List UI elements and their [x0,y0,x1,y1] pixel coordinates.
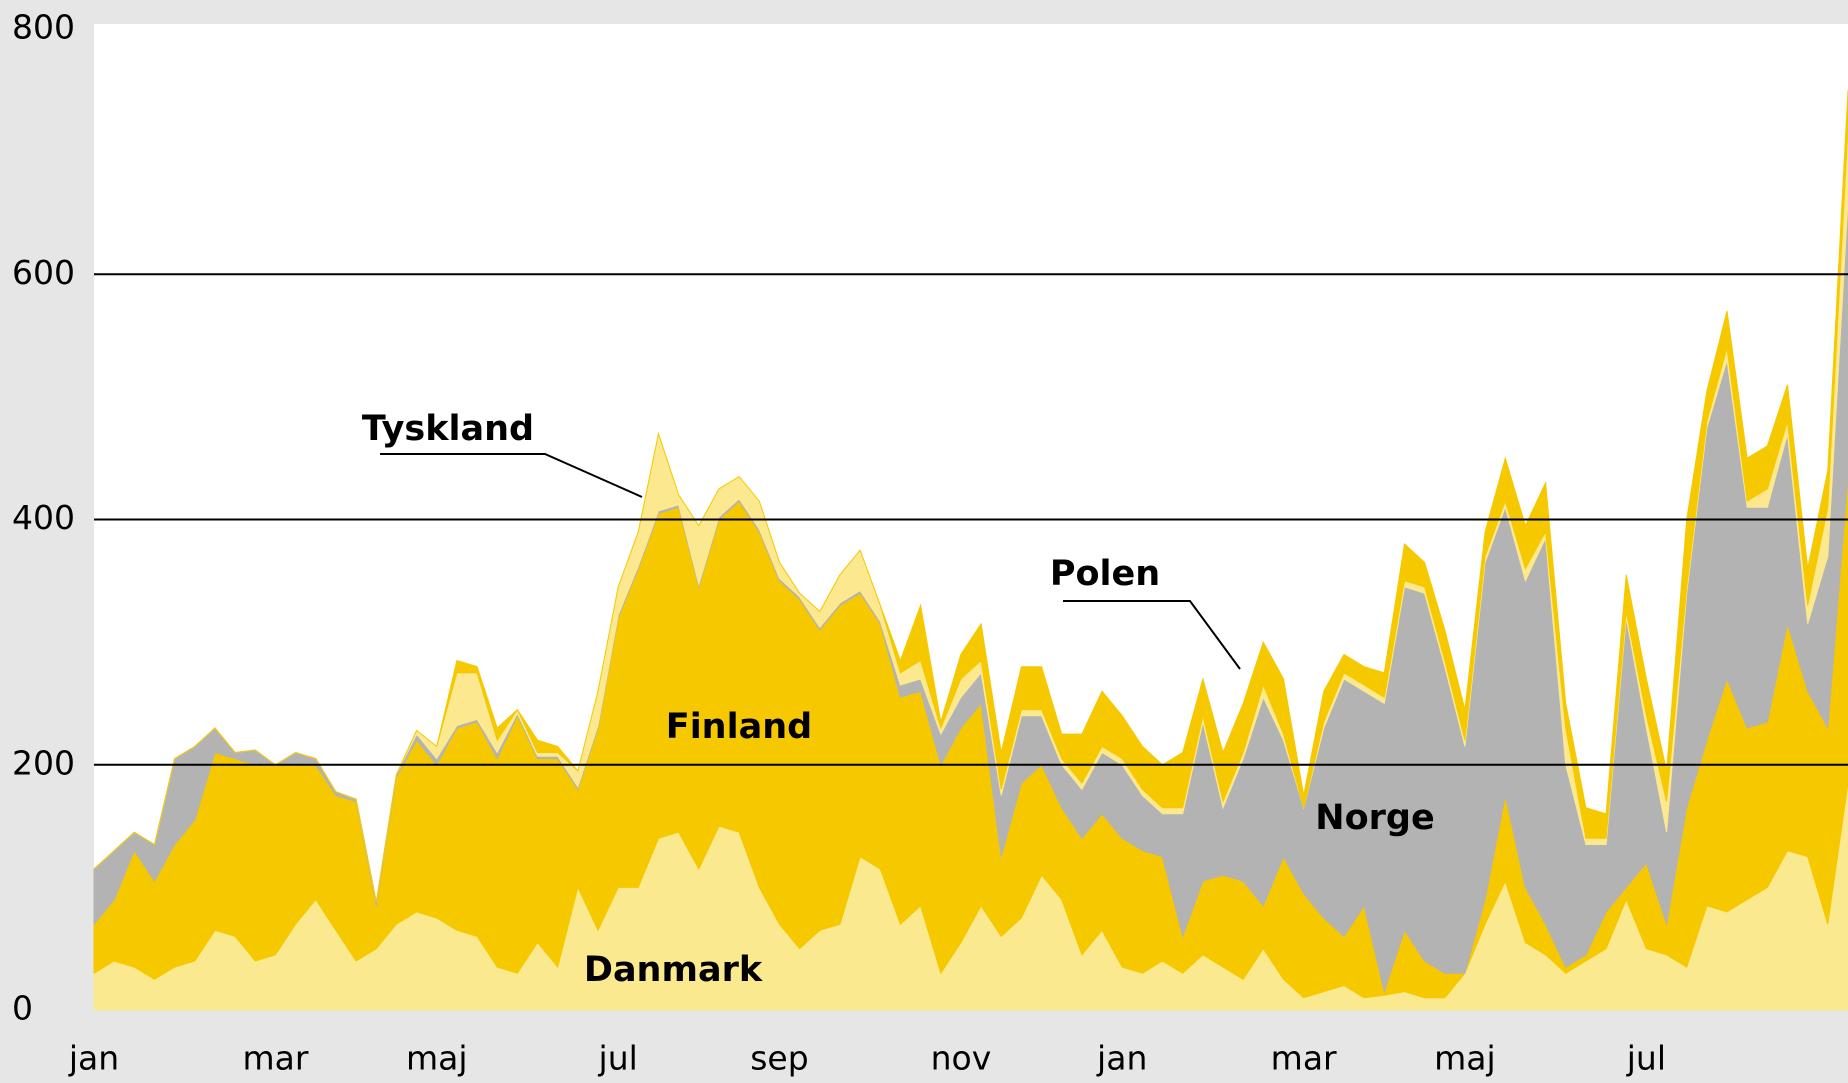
y-tick-label: 600 [12,253,75,292]
x-tick-label: maj [406,1039,468,1078]
series-label: Polen [1050,554,1160,594]
series-label: Finland [666,707,812,747]
labels: 0 200 400 600 800 jan mar maj jul sep nov jan mar maj… [12,8,1666,1078]
x-tick-label: jul [598,1039,638,1078]
series-label: Norge [1315,798,1434,838]
leader-line [380,453,643,498]
x-tick-label: jan [1096,1039,1147,1078]
y-tick-label: 400 [12,498,75,537]
x-tick-label: mar [1271,1039,1337,1078]
y-tick-label: 200 [12,743,75,782]
series-label: Danmark [584,950,763,990]
leader-line [1063,600,1241,670]
x-tick-label: jan [68,1039,119,1078]
y-tick-label: 800 [12,8,75,47]
area [93,90,1848,903]
areas [93,90,1848,1011]
x-tick-label: mar [242,1039,308,1078]
series-label: Tyskland [362,409,534,449]
y-tick-label: 0 [12,989,33,1028]
grid [94,273,1848,766]
x-tick-label: sep [750,1039,808,1078]
x-tick-label: nov [931,1039,992,1078]
x-tick-label: jul [1626,1039,1666,1078]
x-tick-label: maj [1434,1039,1496,1078]
